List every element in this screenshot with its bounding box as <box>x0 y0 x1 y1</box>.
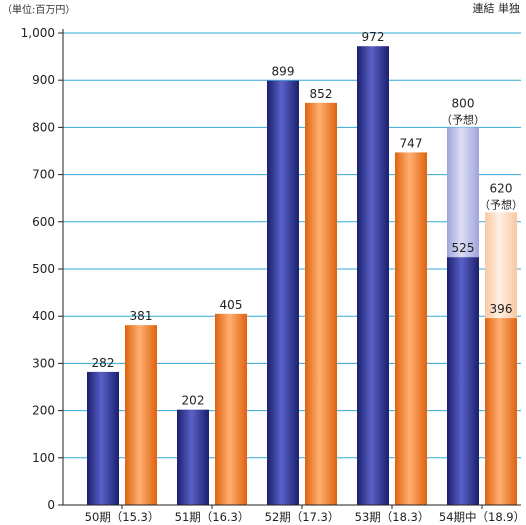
bar <box>87 371 119 505</box>
y-tick-label: 100 <box>32 451 55 465</box>
x-tick-label: 50期（15.3） <box>85 510 160 524</box>
forecast-bar <box>485 212 517 319</box>
data-label: 381 <box>130 309 153 323</box>
data-label: 899 <box>272 65 295 79</box>
data-label: 747 <box>400 136 423 150</box>
forecast-value-label: 800 <box>452 96 475 110</box>
unit-label: （単位:百万円） <box>2 3 75 16</box>
y-tick-label: 500 <box>32 262 55 276</box>
y-tick-label: 0 <box>47 498 55 512</box>
data-labels: 282 381 202 405 899 852 972 747 800 （予想） 525 620 （予想… <box>92 30 523 407</box>
y-tick-label: 1,000 <box>21 26 55 40</box>
x-tick-label: 51期（16.3） <box>175 510 250 524</box>
legend-text: 連結 単独 <box>473 1 521 15</box>
forecast-note-label: （予想） <box>441 112 485 126</box>
bar <box>215 313 247 505</box>
data-label: 202 <box>182 394 205 408</box>
data-label: 282 <box>92 356 115 370</box>
forecast-bar <box>447 127 479 258</box>
y-tick-label: 600 <box>32 215 55 229</box>
bar <box>305 102 337 505</box>
bar <box>447 257 479 505</box>
data-label: 852 <box>310 87 333 101</box>
x-tick-label: 54期中（18.9） <box>439 510 525 524</box>
y-tick-label: 300 <box>32 356 55 370</box>
data-label: 972 <box>362 30 385 44</box>
bar <box>485 318 517 505</box>
bar <box>267 80 299 505</box>
bar <box>357 46 389 505</box>
y-axis-ticks: 0 100 200 300 400 500 600 700 800 900 1,000 <box>21 26 63 512</box>
data-label: 525 <box>452 241 475 255</box>
x-tick-label: 53期（18.3） <box>355 510 430 524</box>
data-label: 405 <box>220 298 243 312</box>
x-axis-ticks: 50期（15.3） 51期（16.3） 52期（17.3） 53期（18.3） 54期中… <box>85 505 525 524</box>
bar <box>125 325 157 505</box>
bars <box>87 46 517 505</box>
y-tick-label: 200 <box>32 404 55 418</box>
forecast-note-label: （予想） <box>479 197 523 211</box>
forecast-value-label: 620 <box>490 181 513 195</box>
data-label: 396 <box>490 302 513 316</box>
x-tick-label: 52期（17.3） <box>265 510 340 524</box>
bar <box>395 152 427 505</box>
y-tick-label: 400 <box>32 309 55 323</box>
y-tick-label: 800 <box>32 120 55 134</box>
y-tick-label: 700 <box>32 168 55 182</box>
y-tick-label: 900 <box>32 73 55 87</box>
bar <box>177 409 209 505</box>
